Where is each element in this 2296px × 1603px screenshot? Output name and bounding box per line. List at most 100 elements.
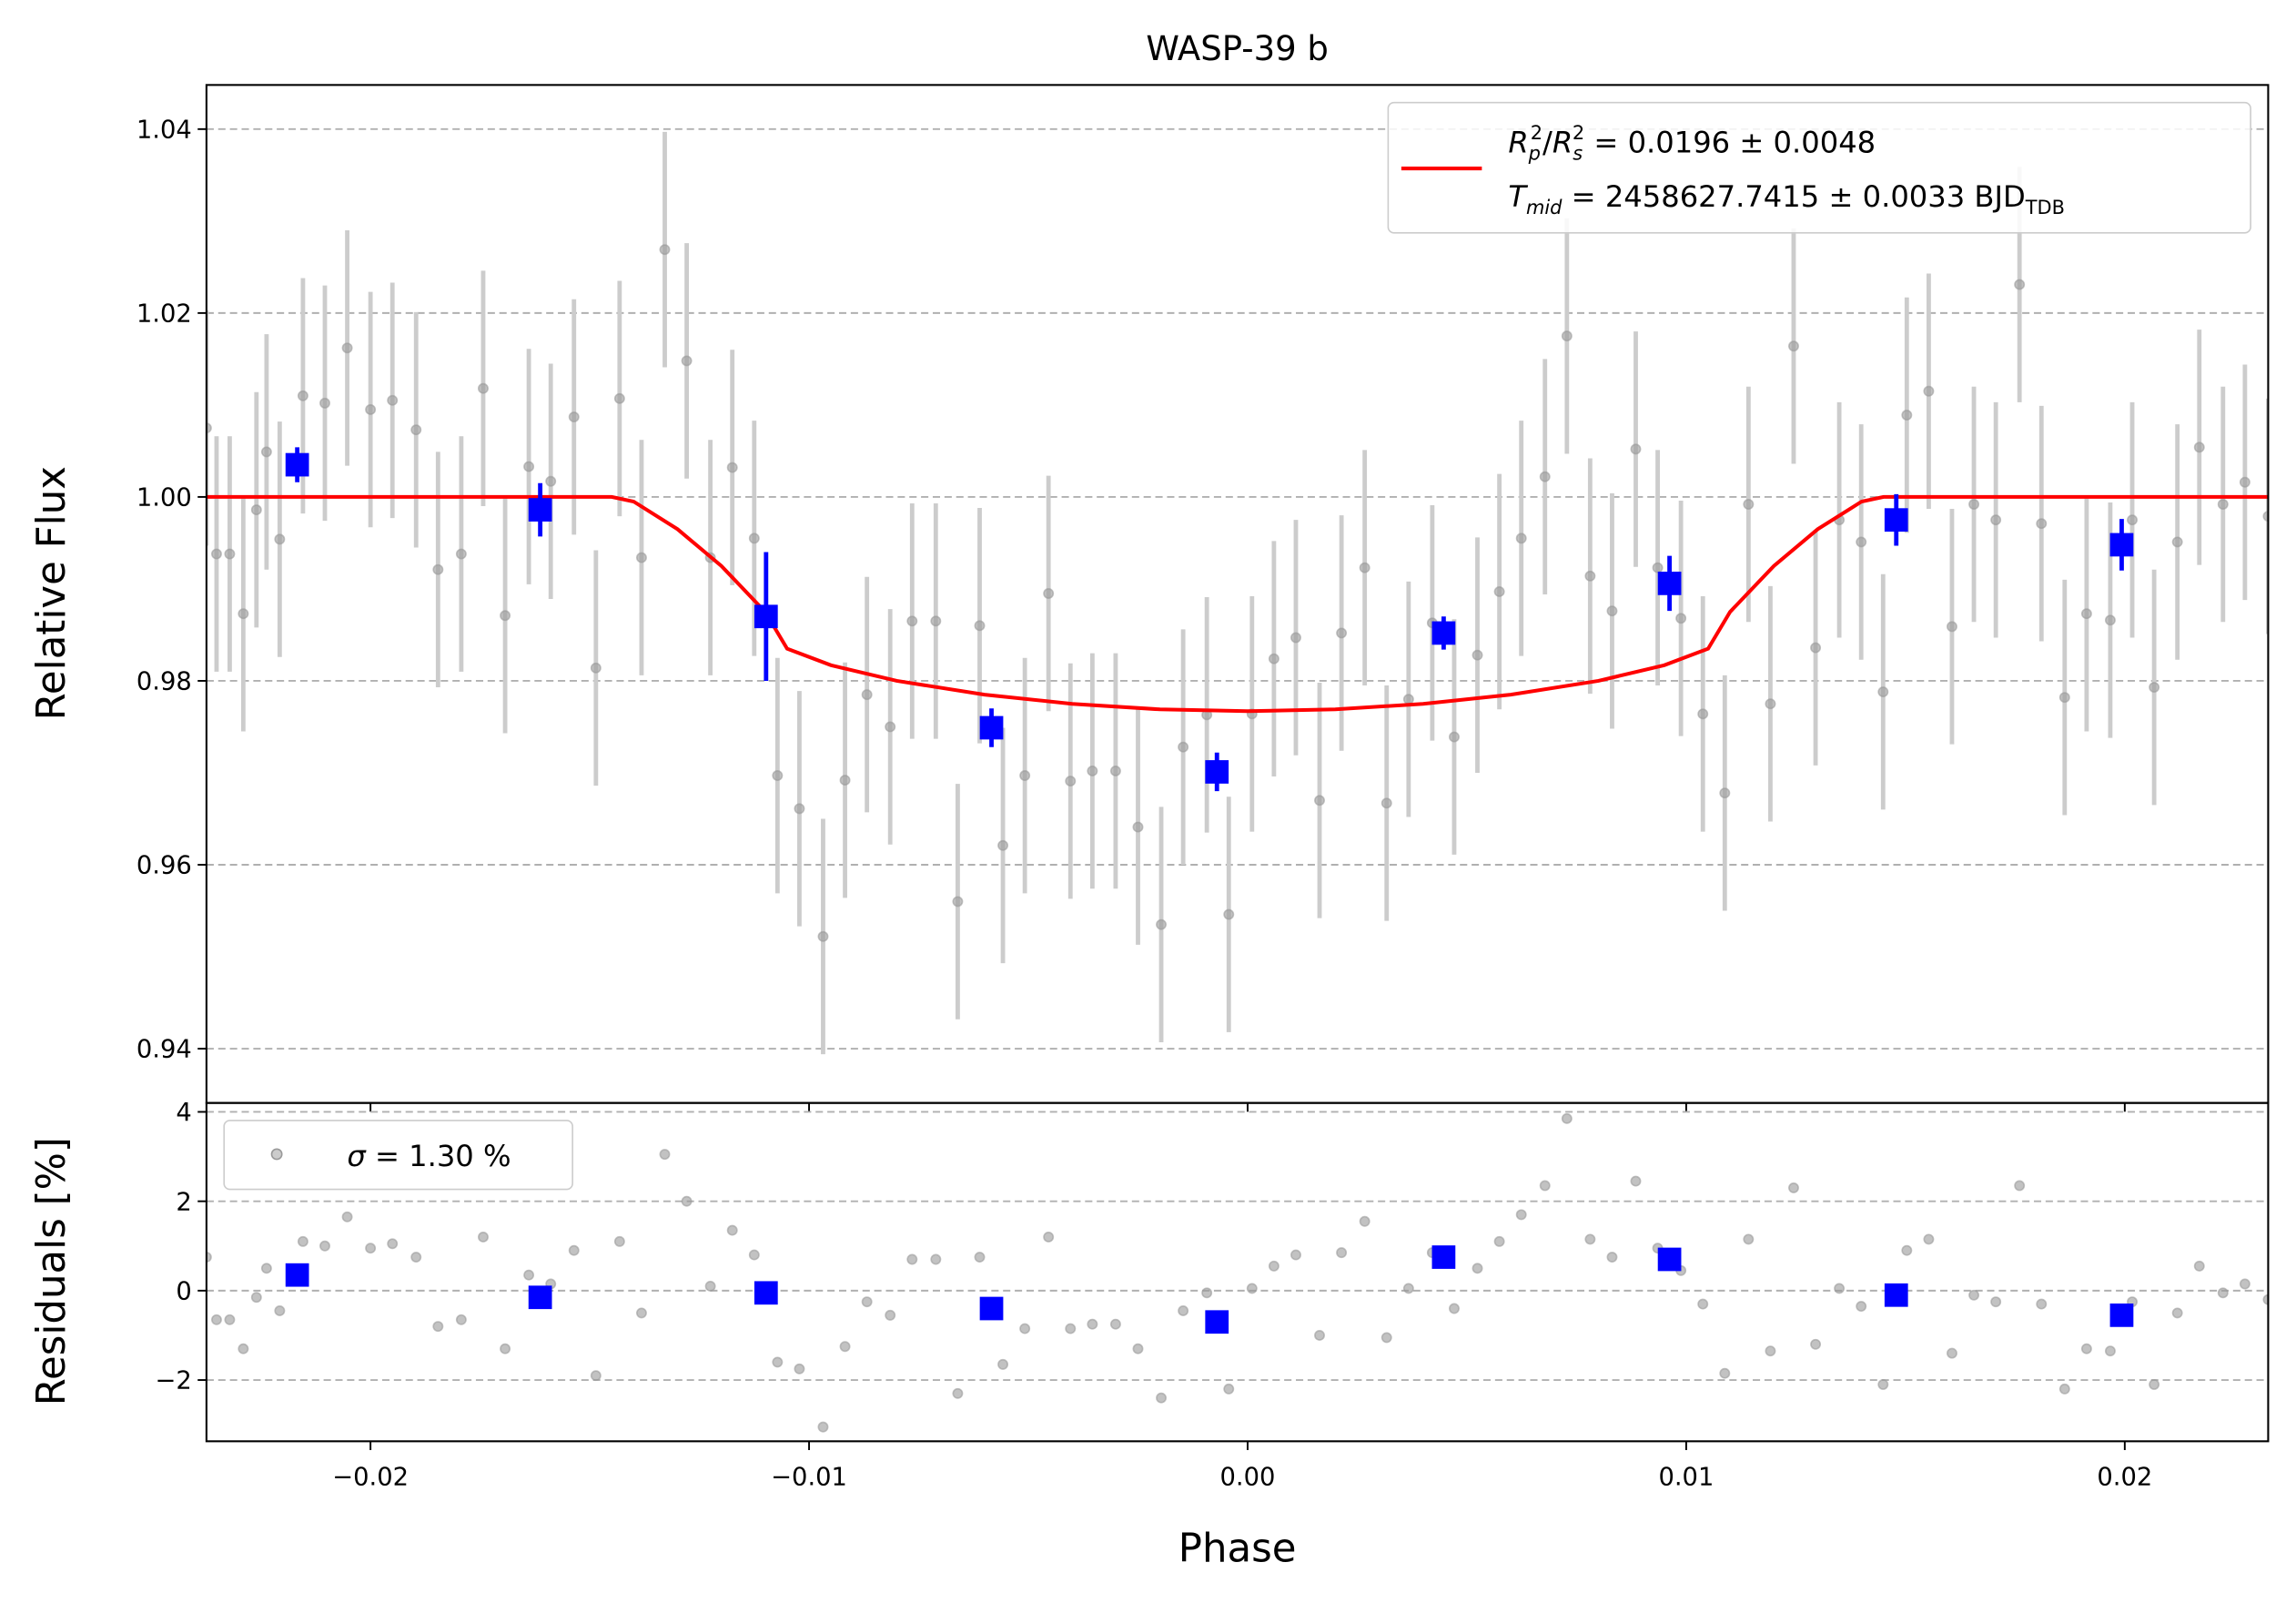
y-tick-label: 1.00: [137, 484, 192, 512]
data-point: [726, 462, 738, 473]
y-axis-label: Residuals [%]: [29, 1137, 75, 1405]
data-point: [211, 1314, 222, 1325]
data-point: [1606, 1252, 1618, 1263]
data-point: [1290, 632, 1301, 644]
data-point: [817, 1421, 829, 1433]
data-point: [1019, 770, 1031, 781]
model-line: [206, 494, 2269, 714]
binned-point: [979, 715, 1004, 740]
legend-text: R: [1508, 125, 1528, 159]
data-point: [341, 1211, 353, 1223]
data-point: [885, 1309, 896, 1321]
data-point: [1606, 605, 1618, 617]
legend-text: 2: [1531, 122, 1542, 144]
data-point: [500, 610, 511, 622]
data-point: [478, 1231, 489, 1243]
data-point: [861, 689, 873, 701]
data-point: [2217, 499, 2229, 510]
data-point: [1719, 787, 1731, 799]
data-point: [260, 1263, 272, 1274]
legend-text: TDB: [2025, 197, 2065, 218]
data-point: [2014, 279, 2026, 290]
data-point: [1472, 1263, 1483, 1274]
data-point: [1765, 1345, 1776, 1357]
binned-point: [285, 452, 309, 477]
data-point: [1019, 1323, 1031, 1334]
data-point: [952, 1387, 964, 1399]
data-point: [2171, 536, 2183, 548]
data-point: [681, 1195, 693, 1207]
data-point: [613, 392, 625, 404]
data-point: [1246, 1283, 1258, 1294]
data-point: [930, 1253, 942, 1265]
data-point: [432, 1321, 444, 1333]
data-point: [387, 394, 399, 406]
data-point: [2036, 1298, 2048, 1310]
x-tick-label: 0.00: [1220, 1464, 1276, 1492]
x-tick-label: −0.01: [771, 1464, 847, 1492]
data-point: [1990, 514, 2002, 526]
data-point: [1223, 1383, 1235, 1395]
binned-point: [1657, 1247, 1682, 1272]
legend-text: 2: [1573, 122, 1584, 144]
data-point: [1223, 908, 1235, 920]
data-point: [635, 1307, 647, 1319]
data-point: [1539, 471, 1551, 482]
data-point: [1087, 1318, 1098, 1330]
data-point: [568, 1244, 580, 1256]
data-point: [659, 244, 671, 256]
data-point: [1901, 410, 1913, 421]
data-point: [2104, 614, 2116, 626]
data-point: [297, 390, 308, 401]
data-point: [1561, 1112, 1573, 1124]
legend-text: = 1.30 %: [366, 1139, 511, 1173]
data-point: [1268, 653, 1279, 665]
data-point: [1132, 1343, 1144, 1354]
binned-point: [1884, 1283, 1908, 1307]
data-point: [1539, 1180, 1551, 1192]
data-point: [1381, 797, 1392, 809]
data-point: [1675, 613, 1687, 624]
data-point: [365, 403, 377, 415]
axes-frame: [205, 1101, 2270, 1443]
data-point: [1901, 1244, 1913, 1256]
data-point: [1990, 1296, 2002, 1308]
binned-point: [754, 604, 778, 629]
data-point: [1743, 499, 1755, 510]
data-point: [748, 1249, 760, 1261]
data-point: [2080, 1343, 2092, 1354]
data-point: [2239, 1278, 2250, 1290]
data-point: [906, 615, 918, 627]
data-point: [1359, 1215, 1371, 1227]
data-point: [997, 1358, 1009, 1370]
data-point: [2014, 1180, 2026, 1192]
data-point: [1402, 694, 1414, 705]
data-point: [238, 608, 249, 620]
data-point: [523, 461, 535, 472]
data-point: [1043, 1231, 1055, 1243]
data-point: [250, 504, 262, 516]
legend-text: = 0.0196 ± 0.0048: [1584, 125, 1876, 159]
data-point: [1834, 1283, 1846, 1294]
data-point: [260, 446, 272, 458]
data-point: [1877, 1379, 1889, 1390]
legend-text: /: [1542, 125, 1553, 159]
data-point: [1856, 1301, 1867, 1313]
data-point: [1109, 1318, 1121, 1330]
legend: σ = 1.30 %: [223, 1120, 573, 1191]
data-point: [224, 1314, 236, 1325]
binned-point: [528, 1285, 552, 1310]
binned-point: [285, 1263, 309, 1287]
data-point: [365, 1243, 377, 1254]
data-point: [1584, 570, 1596, 582]
data-point: [1652, 562, 1664, 573]
plot-layer: 0.94 0.96 0.98 1.00 1.02 1.04 −2 0 2 4 −0.02 −0.01 0…: [137, 84, 2270, 1492]
data-point: [817, 930, 829, 942]
data-point: [1788, 1182, 1799, 1193]
data-point: [1697, 1298, 1709, 1310]
data-point: [772, 770, 784, 781]
data-point: [1156, 918, 1167, 930]
data-point: [1719, 1367, 1731, 1379]
data-point: [1630, 1175, 1642, 1187]
